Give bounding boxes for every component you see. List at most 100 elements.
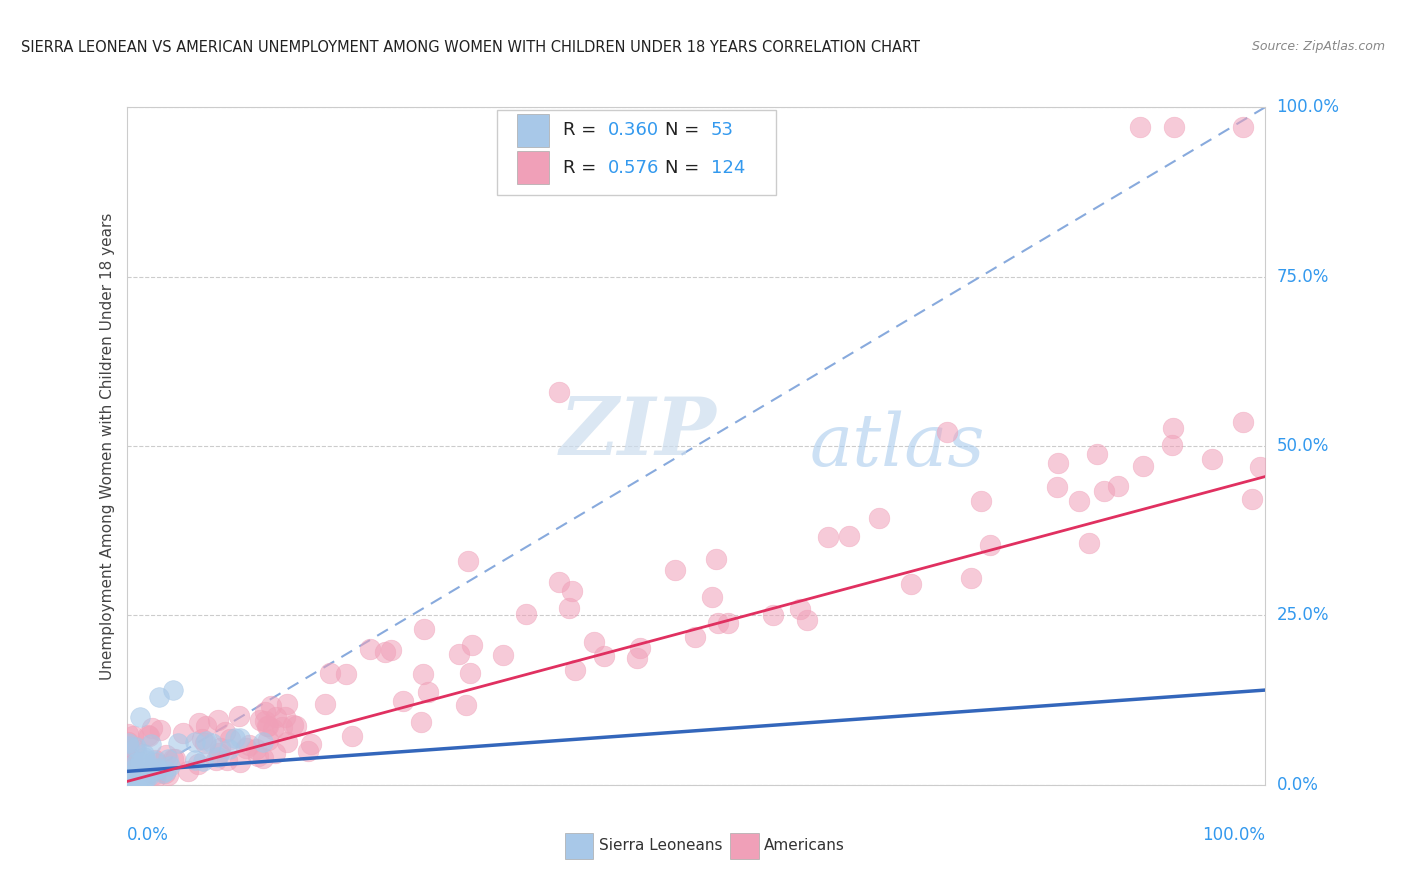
Point	[148, 690, 170, 704]
Point	[228, 709, 250, 723]
Point	[219, 731, 242, 746]
Point	[276, 697, 298, 711]
Point	[121, 752, 143, 766]
Text: R =: R =	[562, 121, 602, 139]
Text: 0.360: 0.360	[609, 121, 659, 139]
Point	[868, 511, 890, 525]
Point	[122, 767, 145, 781]
Point	[263, 746, 285, 760]
Text: Sierra Leoneans: Sierra Leoneans	[599, 838, 723, 854]
Point	[138, 728, 160, 742]
Point	[205, 753, 228, 767]
Point	[548, 384, 571, 399]
Point	[127, 755, 149, 769]
Point	[134, 764, 156, 779]
Point	[319, 666, 342, 681]
Point	[146, 761, 169, 775]
Point	[592, 648, 614, 663]
Point	[664, 563, 686, 577]
Point	[156, 768, 179, 782]
Point	[125, 739, 148, 754]
Point	[128, 764, 150, 779]
Text: 50.0%: 50.0%	[1277, 437, 1329, 455]
Text: 0.576: 0.576	[609, 159, 659, 177]
FancyBboxPatch shape	[496, 111, 776, 195]
Y-axis label: Unemployment Among Women with Children Under 18 years: Unemployment Among Women with Children U…	[100, 212, 115, 680]
Point	[1078, 536, 1101, 550]
Point	[1046, 480, 1069, 494]
Text: Americans: Americans	[765, 838, 845, 854]
Point	[194, 719, 217, 733]
Point	[124, 761, 146, 775]
Point	[253, 714, 276, 728]
Point	[706, 615, 728, 630]
Point	[249, 713, 271, 727]
Point	[1201, 452, 1223, 467]
Point	[162, 683, 184, 698]
Point	[157, 752, 180, 766]
Point	[557, 601, 579, 615]
Point	[838, 529, 860, 543]
Point	[247, 749, 270, 764]
Text: SIERRA LEONEAN VS AMERICAN UNEMPLOYMENT AMONG WOMEN WITH CHILDREN UNDER 18 YEARS: SIERRA LEONEAN VS AMERICAN UNEMPLOYMENT …	[21, 40, 920, 55]
Point	[142, 763, 165, 777]
Point	[335, 666, 357, 681]
Text: Source: ZipAtlas.com: Source: ZipAtlas.com	[1251, 40, 1385, 54]
Point	[122, 741, 145, 756]
Point	[117, 727, 139, 741]
Point	[155, 748, 177, 763]
Point	[167, 736, 190, 750]
Text: 53: 53	[711, 121, 734, 139]
Point	[187, 757, 209, 772]
Point	[299, 737, 322, 751]
Text: N =: N =	[665, 159, 706, 177]
Point	[122, 757, 145, 772]
Point	[380, 642, 402, 657]
Point	[117, 735, 139, 749]
Point	[260, 698, 283, 713]
Point	[253, 705, 276, 719]
Point	[789, 602, 811, 616]
Point	[412, 667, 434, 681]
Point	[1129, 120, 1152, 135]
Point	[702, 590, 724, 604]
Point	[139, 737, 162, 751]
Point	[207, 713, 229, 727]
Point	[195, 733, 218, 747]
Point	[143, 753, 166, 767]
Point	[256, 719, 278, 733]
Point	[229, 755, 252, 769]
Point	[1232, 415, 1254, 429]
Point	[1161, 421, 1184, 435]
Point	[145, 771, 167, 785]
Text: 0.0%: 0.0%	[127, 826, 169, 844]
Point	[132, 772, 155, 787]
Point	[132, 757, 155, 772]
Point	[457, 554, 479, 568]
FancyBboxPatch shape	[517, 152, 550, 184]
Point	[209, 741, 232, 756]
Point	[132, 750, 155, 764]
Point	[217, 753, 239, 767]
Point	[117, 760, 139, 774]
Point	[120, 772, 142, 786]
Point	[125, 745, 148, 759]
Text: 25.0%: 25.0%	[1277, 607, 1329, 624]
Point	[207, 750, 229, 764]
Point	[276, 735, 298, 749]
Point	[970, 494, 993, 508]
Point	[136, 767, 159, 781]
Point	[817, 530, 839, 544]
Point	[138, 762, 160, 776]
Point	[257, 733, 280, 747]
Point	[132, 747, 155, 762]
Point	[262, 723, 284, 737]
Point	[374, 645, 396, 659]
Point	[252, 750, 274, 764]
Point	[143, 754, 166, 768]
Point	[149, 723, 172, 738]
Point	[314, 697, 336, 711]
Text: 124: 124	[711, 159, 745, 177]
Point	[218, 742, 240, 756]
Text: 100.0%: 100.0%	[1202, 826, 1265, 844]
